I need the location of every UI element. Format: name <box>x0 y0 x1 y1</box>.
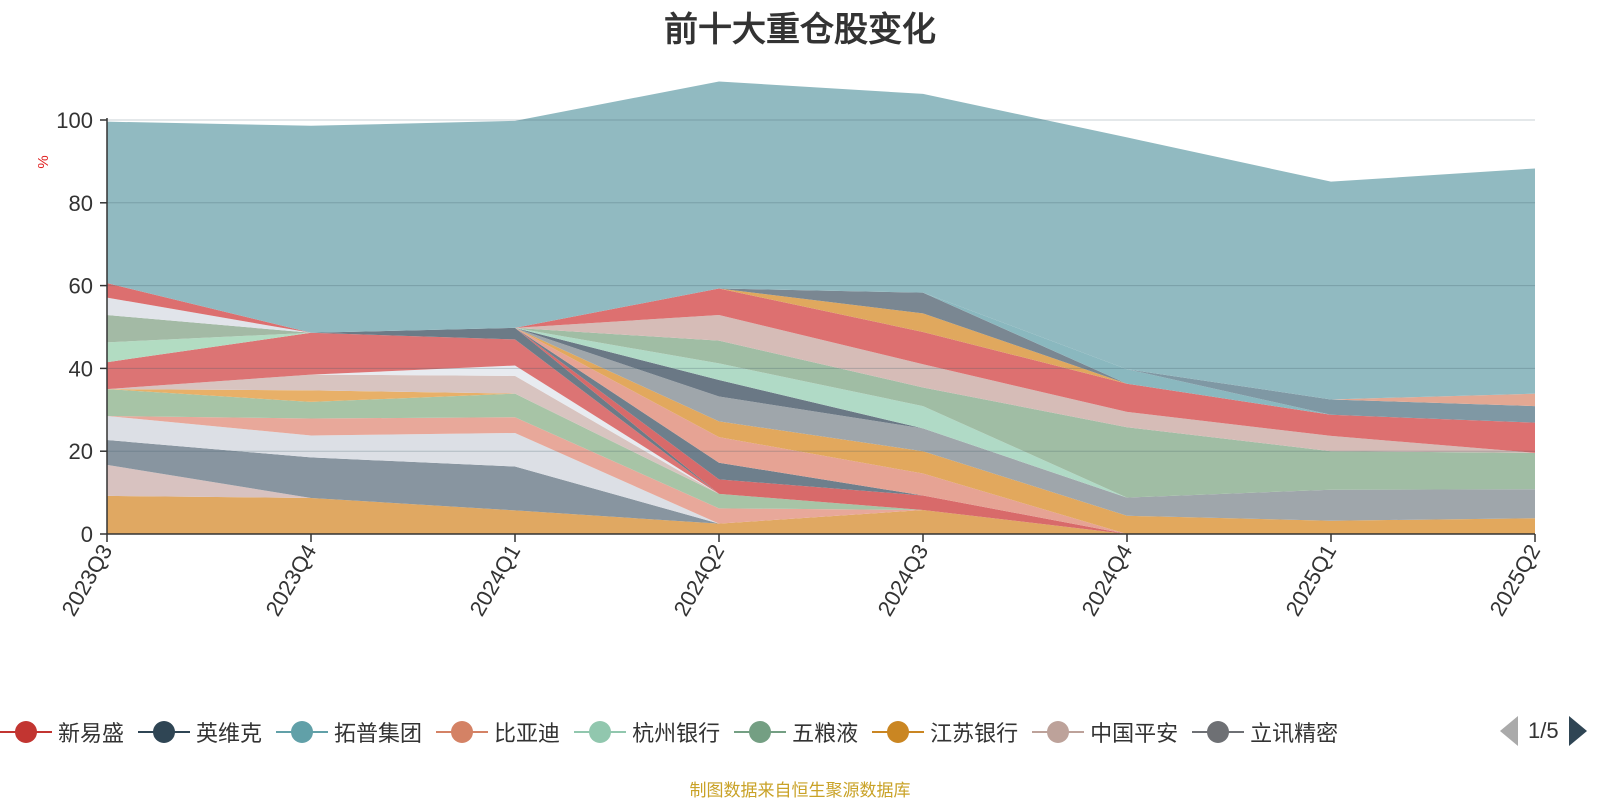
legend-marker-icon <box>574 720 627 744</box>
legend-pager: 1/5 <box>1500 716 1587 746</box>
legend-item[interactable]: 比亚迪 <box>436 716 560 748</box>
legend-label: 江苏银行 <box>930 721 1019 746</box>
y-tick-label: 40 <box>69 356 93 381</box>
legend-item[interactable]: 五粮液 <box>734 716 858 748</box>
legend-label: 新易盛 <box>58 721 125 746</box>
legend-marker-icon <box>436 720 489 744</box>
chart-area: 0 20 40 60 80 100% 2023Q3 2023Q4 2024Q1 2024Q2 202… <box>35 81 1546 620</box>
x-tick-label: 2024Q2 <box>669 540 730 620</box>
chart-title: 前十大重仓股变化 <box>664 11 936 49</box>
area-series-19 <box>107 283 1535 521</box>
area-series-16 <box>107 283 1535 534</box>
area-series-27 <box>107 283 1535 423</box>
pager-text: 1/5 <box>1528 718 1559 743</box>
legend-item[interactable]: 江苏银行 <box>872 716 1018 748</box>
area-series-4 <box>107 416 1535 534</box>
legend-marker-icon <box>1032 720 1085 744</box>
y-tick-label: 60 <box>69 274 93 299</box>
legend-label: 比亚迪 <box>494 721 561 746</box>
y-tick-label: 20 <box>69 439 93 464</box>
y-axis-label: % <box>35 155 52 168</box>
legend-item[interactable]: 立讯精密 <box>1192 716 1338 748</box>
legend-label: 中国平安 <box>1090 721 1179 746</box>
legend-label: 立讯精密 <box>1250 721 1339 746</box>
area-series-2 <box>107 440 1535 534</box>
pager-prev-icon[interactable] <box>1500 716 1518 746</box>
legend-item[interactable]: 英维克 <box>138 716 262 748</box>
legend-label: 拓普集团 <box>334 721 423 746</box>
legend-marker-icon <box>276 720 329 744</box>
legend-label: 杭州银行 <box>632 721 721 746</box>
area-series-21 <box>107 283 1535 498</box>
area-series-28 <box>107 283 1535 423</box>
legend-marker-icon <box>872 720 925 744</box>
x-tick-label: 2024Q1 <box>465 540 526 620</box>
pager-next-icon[interactable] <box>1568 716 1587 746</box>
legend-label: 英维克 <box>196 721 263 746</box>
area-series-3 <box>107 416 1535 534</box>
data-source-note: 制图数据来自恒生聚源数据库 <box>689 781 911 800</box>
legend-marker-icon <box>138 720 191 744</box>
legend-item[interactable]: 杭州银行 <box>574 716 720 748</box>
area-series-5 <box>107 389 1535 534</box>
x-tick-label: 2025Q1 <box>1281 540 1342 620</box>
legend-marker-icon <box>1192 720 1245 744</box>
legend-item[interactable]: 中国平安 <box>1032 716 1178 748</box>
legend-item[interactable]: 新易盛 <box>0 716 124 748</box>
x-tick-label: 2024Q4 <box>1077 540 1138 620</box>
area-series-24 <box>107 283 1535 453</box>
legend: 新易盛 英维克 拓普集团 比亚迪 杭州银行 五粮液 江苏银行 中国平安 立讯精密 <box>0 712 1352 752</box>
x-tick-label: 2023Q4 <box>261 540 322 620</box>
legend-marker-icon <box>734 720 787 744</box>
x-tick-label: 2023Q3 <box>57 540 118 620</box>
x-tick-label: 2025Q2 <box>1485 540 1546 620</box>
area-series-9 <box>107 332 1535 534</box>
legend-label: 五粮液 <box>792 721 859 746</box>
y-tick-label: 0 <box>81 522 93 547</box>
area-series-30 <box>107 81 1535 400</box>
x-tick-label: 2024Q3 <box>873 540 934 620</box>
legend-item[interactable]: 拓普集团 <box>276 716 422 748</box>
y-tick-label: 100 <box>56 108 93 133</box>
y-tick-label: 80 <box>69 191 93 216</box>
area-series-0 <box>107 495 1535 534</box>
legend-marker-icon <box>0 720 52 744</box>
area-series-22 <box>107 283 1535 498</box>
